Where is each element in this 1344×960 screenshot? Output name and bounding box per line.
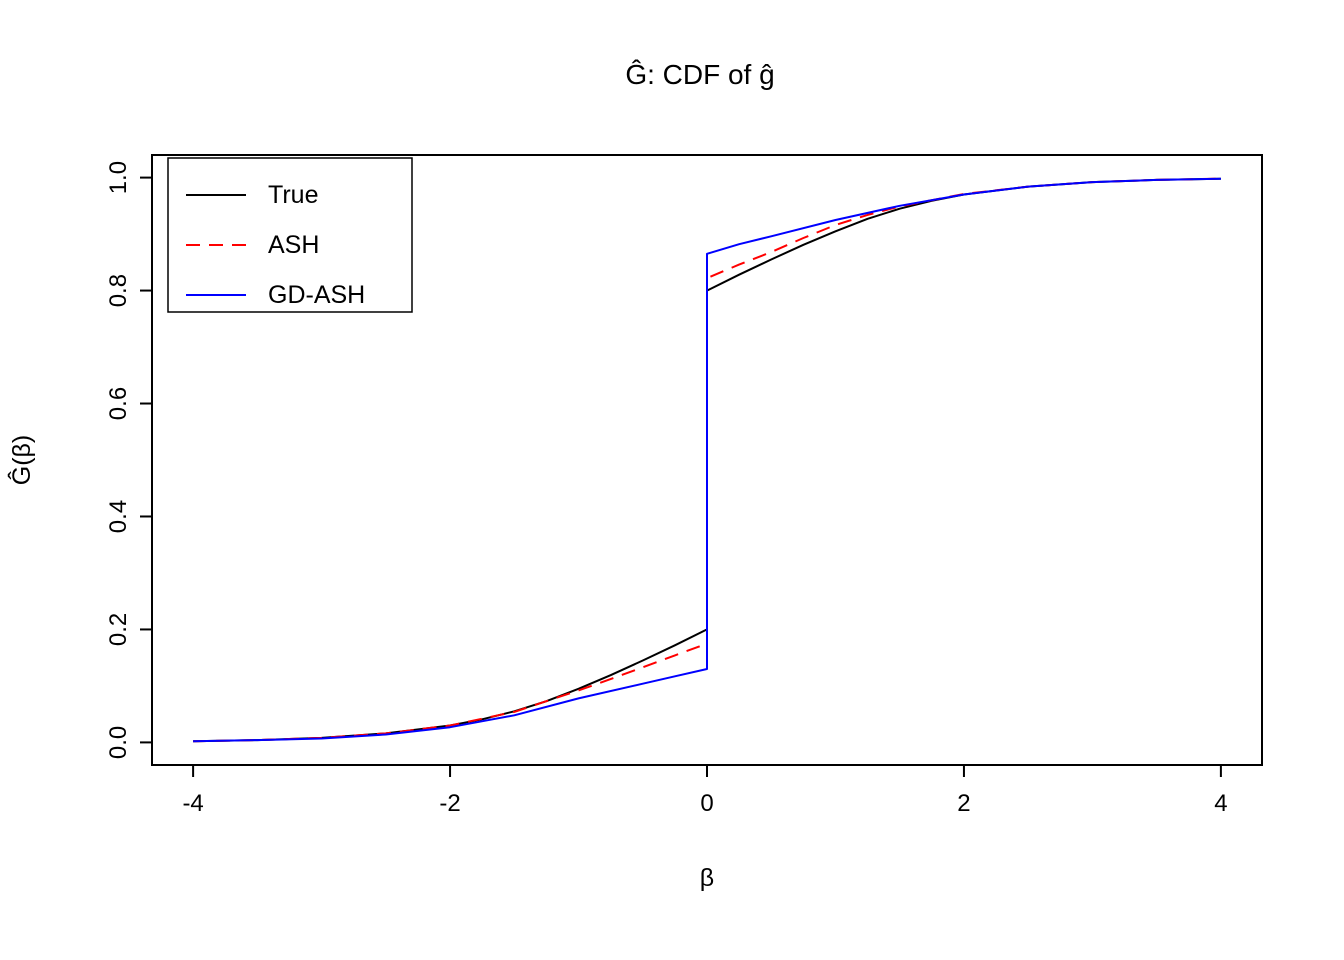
- x-tick-label: -4: [182, 790, 203, 817]
- y-tick-label: 0.8: [105, 274, 132, 307]
- y-tick-label: 0.6: [105, 387, 132, 420]
- x-tick-label: 0: [700, 790, 713, 817]
- y-tick-label: 0.0: [105, 726, 132, 759]
- chart-title: Ĝ: CDF of ĝ: [625, 59, 774, 90]
- axes: -4 -2 0 2 4 0.0 0.2 0.4 0.6 0.8 1.0: [105, 154, 1263, 817]
- legend: True ASH GD-ASH: [167, 157, 413, 313]
- x-axis-label: β: [700, 864, 714, 892]
- y-axis-label: Ĝ(β): [7, 435, 36, 485]
- legend-label-gd-ash: GD-ASH: [268, 281, 365, 309]
- series-line-gd-ash: [193, 177, 1221, 743]
- series-lines: [193, 177, 1221, 743]
- y-tick-label: 0.2: [105, 613, 132, 646]
- x-tick-label: 2: [957, 790, 970, 817]
- y-tick-label: 1.0: [105, 161, 132, 194]
- x-tick-label: -2: [439, 790, 460, 817]
- y-tick-label: 0.4: [105, 500, 132, 533]
- legend-label-true: True: [268, 181, 318, 209]
- legend-label-ash: ASH: [268, 231, 319, 259]
- legend-box: [167, 157, 413, 313]
- x-tick-label: 4: [1214, 790, 1227, 817]
